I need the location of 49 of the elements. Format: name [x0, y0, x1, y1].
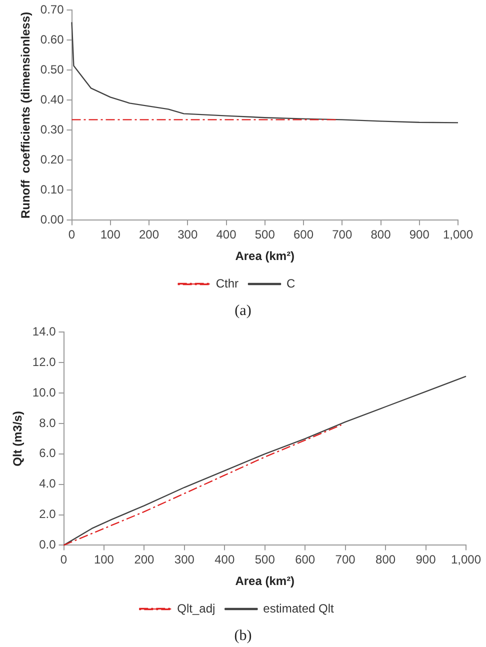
x-tick-label: 800: [370, 228, 392, 242]
text: (b): [233, 627, 253, 646]
legend-label: Cthr: [216, 276, 239, 290]
x-tick-label: 1,000: [450, 552, 482, 567]
x-tick-label: 500: [254, 552, 276, 567]
x-tick-label: 0: [60, 552, 68, 567]
y-tick-label: 0.00: [40, 212, 64, 227]
x-tick-label: 900: [416, 552, 436, 567]
y-tick-label: 0.30: [40, 122, 64, 137]
y-tick-label: 8.0: [39, 416, 56, 430]
y-tick-label: 0.70: [40, 2, 64, 17]
y-tick-label: 12.0: [32, 354, 56, 369]
x-tick-label: 300: [174, 552, 195, 567]
x-tick-label: 700: [332, 228, 352, 242]
y-tick-label: 6.0: [39, 446, 56, 460]
y-tick-label: 0.20: [40, 152, 64, 167]
x-tick-label: 300: [178, 228, 198, 242]
x-axis-title: Area (km²): [235, 574, 295, 588]
y-tick-label: 0.50: [40, 62, 64, 77]
x-tick-label: 900: [409, 228, 430, 242]
x-tick-label: 600: [293, 228, 314, 242]
x-tick-label: 200: [134, 552, 155, 567]
x-tick-label: 400: [216, 228, 237, 242]
legend-label: Qlt_adj: [177, 601, 216, 616]
text: (a): [234, 302, 252, 321]
legend-label: C: [286, 276, 296, 290]
y-tick-label: 0.60: [40, 32, 64, 47]
y-tick-label: 2.0: [39, 507, 56, 522]
x-tick-label: 500: [254, 228, 276, 242]
y-tick-label: 0.40: [40, 92, 64, 107]
y-axis-title: Runoff coefficients (dimensionless): [18, 12, 33, 219]
y-tick-label: 4.0: [39, 476, 56, 491]
x-tick-label: 1,000: [442, 228, 474, 242]
x-tick-label: 200: [138, 228, 160, 242]
x-tick-label: 600: [295, 552, 316, 567]
legend-label: estimated Qlt: [263, 601, 335, 616]
x-tick-label: 400: [214, 552, 235, 567]
y-axis-title: Qlt (m3/s): [10, 411, 25, 466]
y-tick-label: 10.0: [32, 385, 56, 400]
x-tick-label: 800: [376, 552, 396, 567]
y-tick-label: 0.0: [39, 538, 56, 552]
x-tick-label: 100: [100, 228, 121, 242]
line-series: [63, 424, 342, 546]
x-tick-label: 0: [68, 228, 76, 242]
y-tick-label: 0.10: [40, 182, 64, 197]
x-tick-label: 700: [335, 552, 356, 567]
x-axis-title: Area (km²): [235, 249, 295, 264]
y-tick-label: 14.0: [32, 324, 56, 339]
x-tick-label: 100: [94, 552, 114, 567]
